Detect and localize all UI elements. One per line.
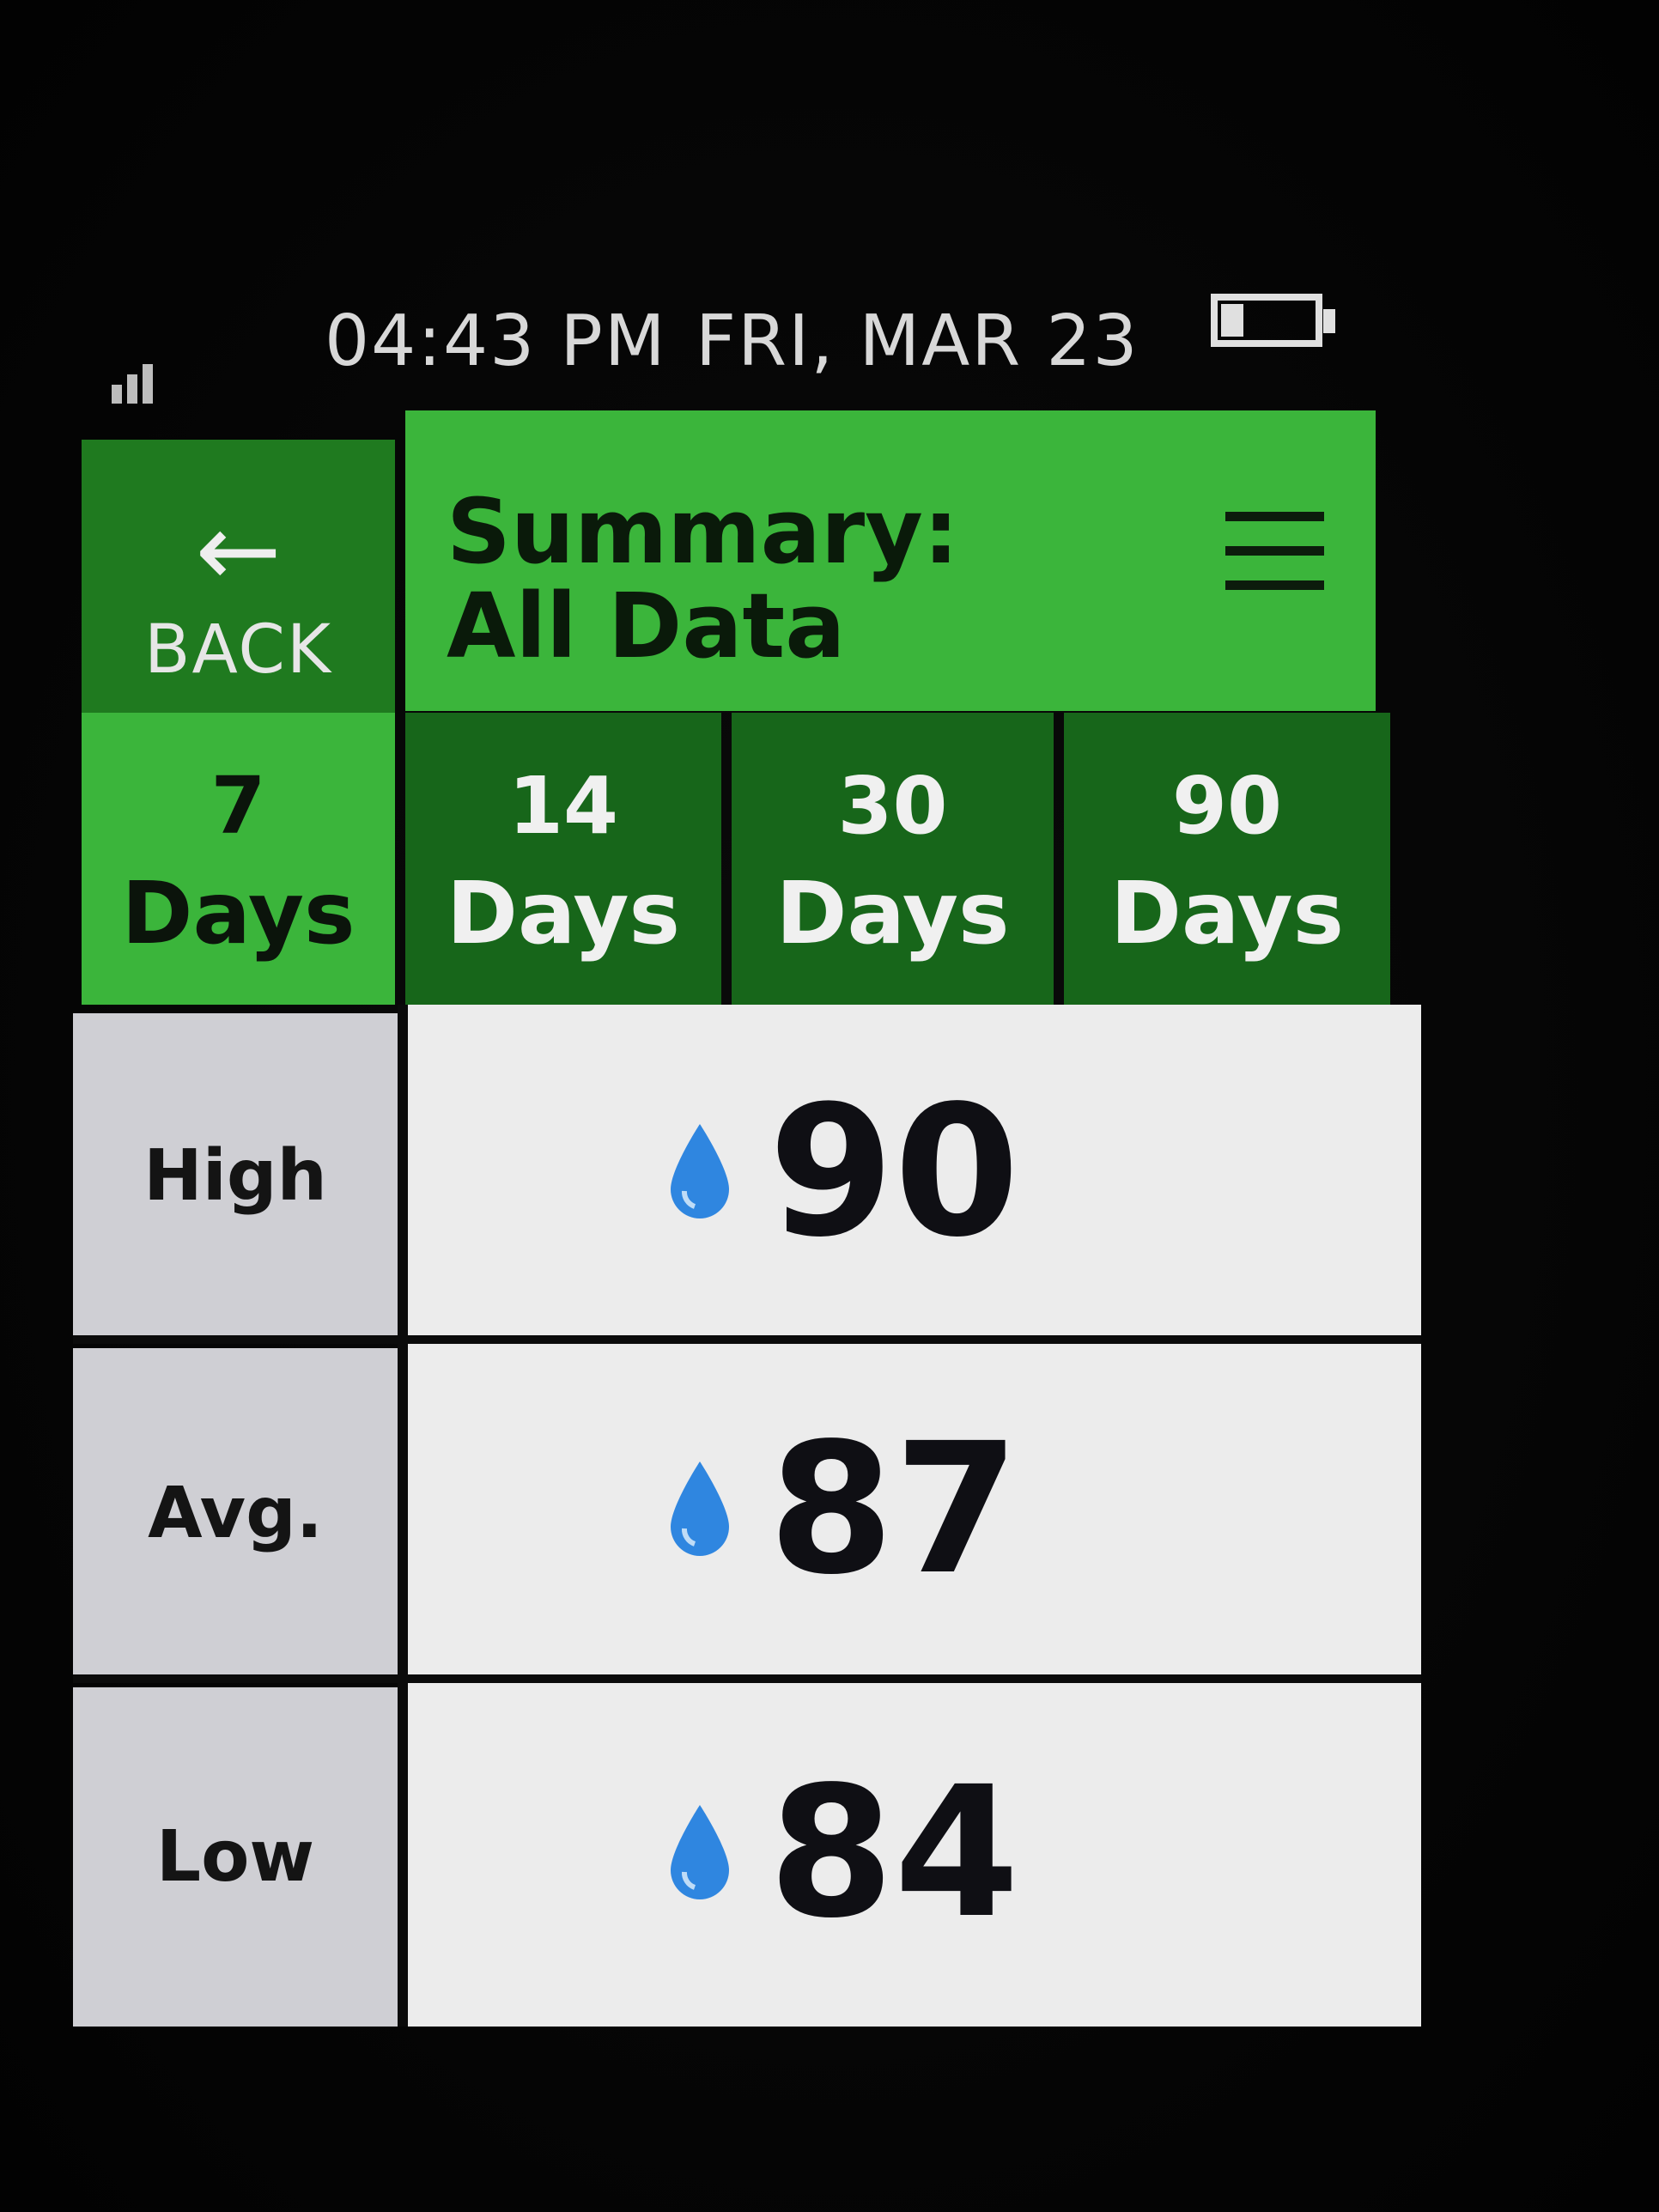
row-label-high: High (73, 1013, 398, 1340)
row-value-low: 84 (408, 1679, 1421, 2027)
row-divider (73, 1674, 1421, 1683)
tab-14-days[interactable]: 14 Days (405, 713, 721, 1005)
blood-drop-icon (671, 1461, 729, 1556)
page-title-line1: Summary: (447, 479, 959, 584)
signal-icon (112, 352, 163, 404)
status-date: FRI, MAR 23 (696, 301, 1139, 382)
row-label-avg: Avg. (73, 1348, 398, 1679)
back-label: BACK (143, 611, 333, 689)
row-value-avg: 87 (408, 1340, 1421, 1679)
tab-unit: Days (121, 863, 356, 963)
status-bar: 04:43 PM FRI, MAR 23 (103, 275, 1357, 412)
high-value: 90 (769, 1066, 1020, 1277)
back-button[interactable]: ← BACK (82, 440, 395, 723)
tab-unit: Days (775, 863, 1010, 963)
battery-icon (1211, 294, 1335, 356)
arrow-left-icon: ← (195, 491, 282, 611)
page-title-line2: All Data (447, 574, 846, 678)
tab-7-days[interactable]: 7 Days (82, 713, 395, 1005)
tab-unit: Days (446, 863, 681, 963)
column-divider (398, 1005, 408, 2027)
low-value: 84 (769, 1747, 1020, 1958)
tab-number: 30 (837, 760, 948, 852)
tab-number: 14 (507, 760, 619, 852)
blood-drop-icon (671, 1124, 729, 1218)
avg-value: 87 (769, 1403, 1020, 1614)
status-time: 04:43 PM (325, 301, 667, 382)
blood-drop-icon (671, 1804, 729, 1899)
row-divider (73, 1335, 1421, 1344)
row-value-high: 90 (408, 1005, 1421, 1340)
title-bar: Summary: All Data (405, 410, 1376, 711)
tab-90-days[interactable]: 90 Days (1064, 713, 1390, 1005)
tab-30-days[interactable]: 30 Days (732, 713, 1054, 1005)
tab-unit: Days (1109, 863, 1345, 963)
hamburger-menu-icon[interactable] (1225, 512, 1324, 591)
tab-number: 7 (210, 760, 266, 852)
row-label-low: Low (73, 1687, 398, 2027)
tab-number: 90 (1171, 760, 1283, 852)
